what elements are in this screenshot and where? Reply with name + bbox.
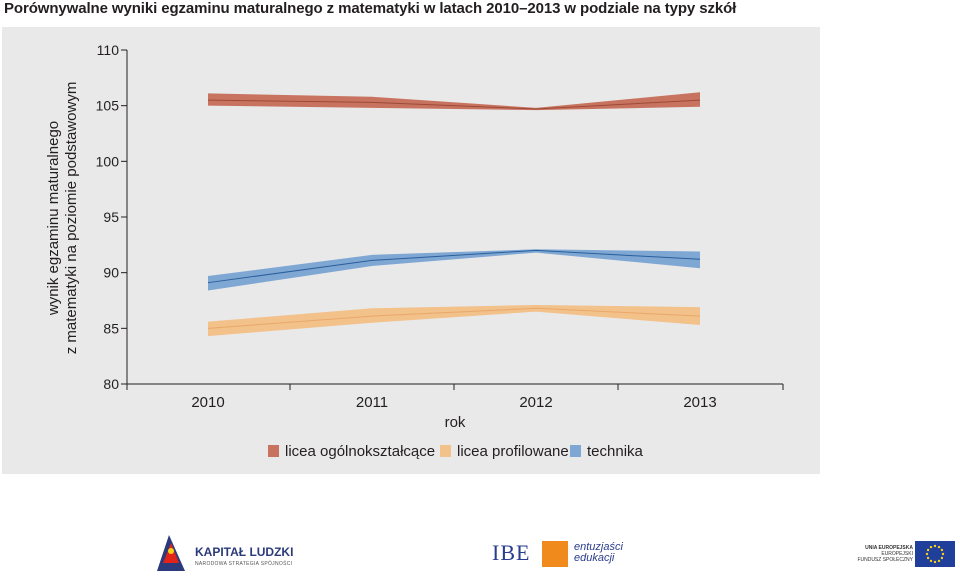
kapital-ludzki-sub: NARODOWA STRATEGIA SPÓJNOŚCI bbox=[195, 561, 293, 567]
eu-line2: EUROPEJSKI bbox=[881, 551, 913, 557]
y-tick-label: 85 bbox=[103, 320, 119, 336]
eu-star bbox=[933, 560, 937, 564]
ibe-emblem-icon bbox=[542, 541, 568, 567]
eu-star bbox=[926, 548, 930, 552]
x-tick-label: 2012 bbox=[519, 394, 552, 411]
eu-star bbox=[926, 556, 930, 560]
series-bands bbox=[208, 92, 700, 337]
ibe-tagline-line2: edukacji bbox=[574, 552, 615, 564]
y-tick-label: 105 bbox=[96, 98, 120, 114]
series-line-0 bbox=[207, 99, 701, 110]
y-tick-label: 95 bbox=[103, 209, 119, 225]
eu-star bbox=[940, 548, 944, 552]
y-axis-title: wynik egzaminu maturalnego z matematyki … bbox=[45, 82, 80, 355]
series-band-2 bbox=[208, 249, 700, 291]
legend-swatch bbox=[440, 445, 451, 457]
kapital-ludzki-name: KAPITAŁ LUDZKI bbox=[195, 545, 294, 559]
eu-text: UNIA EUROPEJSKA EUROPEJSKI FUNDUSZ SPOŁE… bbox=[833, 545, 913, 563]
eu-star bbox=[937, 545, 941, 549]
y-tick-label: 100 bbox=[96, 153, 120, 169]
eu-star bbox=[929, 545, 933, 549]
eu-star bbox=[925, 552, 929, 556]
page-title: Porównywalne wyniki egzaminu maturalnego… bbox=[4, 0, 737, 17]
eu-star bbox=[933, 544, 937, 548]
ibe-logo: IBE entuzjaści edukacji bbox=[492, 538, 642, 570]
ibe-tagline: entuzjaści edukacji bbox=[574, 542, 623, 564]
chart-legend: licea ogólnokształcące licea profilowane t… bbox=[268, 443, 644, 460]
y-ticks: 80 85 90 95 100 105 110 bbox=[96, 42, 127, 392]
eu-line3: FUNDUSZ SPOŁECZNY bbox=[857, 557, 913, 563]
eu-flag-icon bbox=[915, 541, 955, 567]
legend-label: licea profilowane bbox=[457, 443, 569, 460]
eu-star bbox=[937, 559, 941, 563]
legend-label: technika bbox=[587, 443, 644, 460]
series-line-2 bbox=[207, 249, 701, 284]
ibe-name: IBE bbox=[492, 540, 531, 565]
legend-swatch bbox=[268, 445, 279, 457]
y-tick-label: 80 bbox=[103, 376, 119, 392]
x-axis-title: rok bbox=[445, 414, 466, 431]
y-tick-label: 110 bbox=[97, 42, 120, 58]
kapital-ludzki-logo: KAPITAŁ LUDZKI NARODOWA STRATEGIA SPÓJNO… bbox=[155, 533, 315, 573]
series-band-0 bbox=[208, 92, 700, 111]
eu-line1: UNIA EUROPEJSKA bbox=[865, 545, 913, 551]
eu-star bbox=[929, 559, 933, 563]
series-line-1 bbox=[207, 307, 701, 329]
y-axis-title-line2: z matematyki na poziomie podstawowym bbox=[63, 82, 80, 355]
kapital-ludzki-emblem-icon bbox=[157, 535, 185, 571]
series-band-1 bbox=[208, 304, 700, 337]
y-axis-title-line1: wynik egzaminu maturalnego bbox=[45, 121, 62, 316]
x-tick-label: 2013 bbox=[683, 394, 716, 411]
y-tick-label: 90 bbox=[103, 265, 119, 281]
legend-swatch bbox=[570, 445, 581, 457]
series-lines bbox=[207, 99, 701, 329]
ibe-tagline-line1: entuzjaści bbox=[574, 541, 623, 553]
x-tick-label: 2010 bbox=[191, 394, 224, 411]
eu-star bbox=[941, 552, 945, 556]
eu-star bbox=[940, 556, 944, 560]
x-tick-label: 2011 bbox=[356, 394, 388, 411]
eu-logo: UNIA EUROPEJSKA EUROPEJSKI FUNDUSZ SPOŁE… bbox=[835, 540, 957, 568]
legend-label: licea ogólnokształcące bbox=[285, 443, 435, 460]
x-ticks: 2010 2011 2012 2013 bbox=[126, 384, 784, 411]
